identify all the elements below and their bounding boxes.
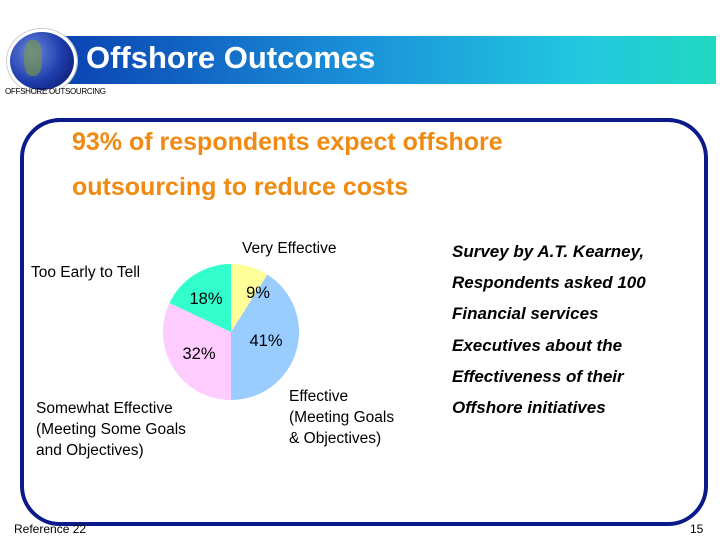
title-banner — [48, 36, 716, 84]
slide-title: Offshore Outcomes — [86, 40, 376, 75]
survey-line: Offshore initiatives — [452, 398, 606, 418]
survey-line: Respondents asked 100 — [452, 273, 646, 293]
legend-line: (Meeting Some Goals — [36, 421, 186, 438]
data-label-somewhat-effective: 32% — [182, 345, 215, 363]
legend-line: & Objectives) — [289, 430, 382, 447]
slide-subtitle: OFFSHORE OUTSOURCING — [5, 87, 106, 96]
legend-line: (Meeting Goals — [289, 409, 395, 426]
reference: Reference 22 — [14, 522, 87, 536]
survey-line: Effectiveness of their — [452, 366, 624, 386]
pie-slice-too-early — [169, 264, 231, 332]
headline-line-2: outsourcing to reduce costs — [72, 173, 409, 201]
survey-line: Survey by A.T. Kearney, — [452, 242, 645, 261]
content-frame — [20, 118, 708, 526]
legend-somewhat-effective: Somewhat Effective (Meeting Some Goals a… — [36, 398, 186, 461]
legend-very-effective: Very Effective — [242, 240, 337, 257]
globe-icon — [7, 29, 77, 93]
legend-line: Somewhat Effective — [36, 400, 173, 417]
legend-effective: Effective (Meeting Goals & Objectives) — [289, 386, 394, 449]
page-number: 15 — [690, 522, 704, 536]
data-label-effective: 41% — [249, 332, 282, 350]
pie-slice-effective — [231, 274, 300, 400]
legend-line: and Objectives) — [36, 442, 144, 459]
legend-too-early: Too Early to Tell — [31, 264, 141, 281]
survey-line: Financial services — [452, 304, 599, 324]
data-label-too-early: 18% — [189, 290, 222, 308]
survey-note: Survey by A.T. Kearney, Respondents aske… — [452, 236, 702, 423]
pie-slice-somewhat-effective — [162, 303, 231, 400]
survey-line: Executives about the — [452, 335, 623, 355]
headline-line-1: 93% of respondents expect offshore — [72, 128, 503, 156]
legend-line: Effective — [289, 388, 349, 405]
pie-slice-very-effective — [231, 264, 268, 332]
data-label-very-effective: 9% — [246, 284, 270, 302]
